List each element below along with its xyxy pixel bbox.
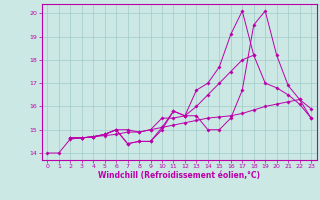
X-axis label: Windchill (Refroidissement éolien,°C): Windchill (Refroidissement éolien,°C) [98, 171, 260, 180]
